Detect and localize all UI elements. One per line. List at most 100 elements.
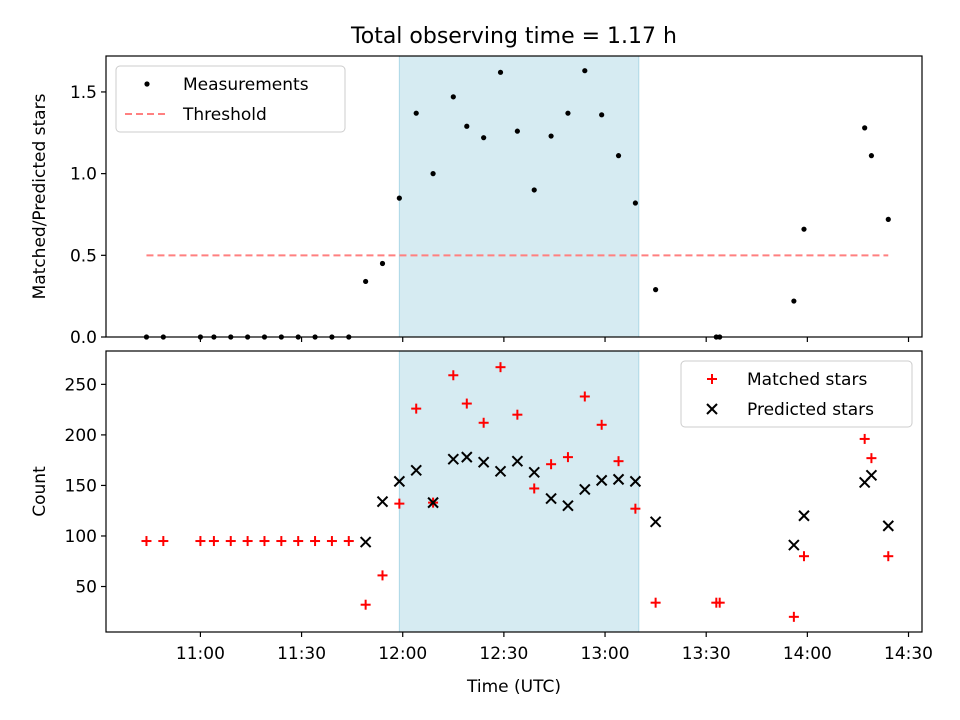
y-tick-label: 0.5 <box>70 246 97 266</box>
measurement-point <box>868 153 875 159</box>
predicted-star-marker <box>545 492 557 505</box>
marker-stroke <box>427 496 439 509</box>
matched-star-marker <box>225 536 236 547</box>
matched-star-marker <box>579 391 590 402</box>
x-tick-label: 12:00 <box>378 644 427 664</box>
predicted-star-marker <box>579 483 591 496</box>
matched-star-marker <box>343 536 354 547</box>
marker-stroke <box>545 492 557 505</box>
matched-star-marker <box>242 536 253 547</box>
measurement-point <box>363 278 369 285</box>
measurement-point <box>379 260 386 267</box>
predicted-star-marker <box>494 465 507 477</box>
predicted-star-marker <box>511 455 524 467</box>
predicted-star-marker <box>447 453 460 465</box>
marker-stroke <box>562 499 574 512</box>
observing-span-shade <box>398 350 640 633</box>
legend-measurement-handle <box>144 81 150 87</box>
predicted-star-marker <box>477 456 490 468</box>
measurement-point <box>791 298 797 304</box>
x-tick-label: 11:30 <box>277 644 326 664</box>
matched-star-marker <box>310 536 321 547</box>
measurement-point <box>413 110 419 116</box>
measurement-point <box>450 94 456 100</box>
ratio-panel: 0.0 0.5 1.0 1.5 Matched/Predicted stars Measu… <box>30 55 923 348</box>
matched-star-marker <box>293 536 304 547</box>
matched-star-marker <box>158 536 169 547</box>
marker-stroke <box>511 455 524 467</box>
predicted-star-marker <box>595 474 608 487</box>
marker-stroke <box>649 516 662 528</box>
measurement-point <box>599 112 605 118</box>
predicted-star-marker <box>461 451 473 463</box>
measurement-point <box>481 135 487 141</box>
matched-star-marker <box>562 452 573 463</box>
matched-star-marker <box>495 362 506 373</box>
marker-stroke <box>376 495 389 508</box>
matched-star-marker <box>394 498 405 509</box>
marker-stroke <box>706 403 718 415</box>
x-tick-label: 11:00 <box>176 644 225 664</box>
measurement-point <box>514 128 520 134</box>
axes-frame <box>105 350 923 633</box>
matched-star-marker <box>326 536 337 547</box>
matched-star-marker <box>276 536 287 547</box>
y-tick-label: 100 <box>65 527 97 547</box>
marker-stroke <box>359 536 372 548</box>
predicted-star-marker <box>410 464 422 476</box>
predicted-star-marker <box>865 469 878 482</box>
measurement-point <box>653 287 659 293</box>
matched-star-marker <box>461 398 472 409</box>
legend-label: Measurements <box>183 75 309 95</box>
predicted-star-marker <box>393 475 406 488</box>
observing-span-shade <box>398 55 640 338</box>
measurement-point <box>582 68 588 74</box>
measurement-point <box>430 171 436 177</box>
matched-star-marker <box>630 503 641 514</box>
marker-stroke <box>461 451 473 463</box>
legend-predicted-handle <box>706 403 718 415</box>
legend-label: Threshold <box>182 105 267 125</box>
matched-star-marker <box>360 599 371 610</box>
marker-stroke <box>595 474 608 487</box>
matched-star-marker <box>866 453 877 464</box>
matched-star-marker <box>788 611 799 622</box>
measurement-point <box>862 125 868 131</box>
y-tick-label: 150 <box>65 476 97 496</box>
measurement-point <box>885 216 891 222</box>
matched-star-marker <box>714 597 725 608</box>
predicted-star-marker <box>359 536 372 548</box>
predicted-star-marker <box>629 475 642 488</box>
x-tick-label: 14:30 <box>884 644 933 664</box>
matched-star-marker <box>859 433 870 444</box>
predicted-star-marker <box>376 495 389 508</box>
x-axis-label: Time (UTC) <box>466 677 561 697</box>
measurement-point <box>565 110 571 116</box>
predicted-star-marker <box>882 520 894 532</box>
predicted-star-marker <box>427 496 439 509</box>
predicted-star-marker <box>562 499 574 512</box>
y-tick-label: 200 <box>65 426 97 446</box>
legend-label: Predicted stars <box>747 400 874 420</box>
marker-stroke <box>629 475 642 488</box>
measurement-point <box>632 200 638 206</box>
measurement-point <box>464 123 470 129</box>
marker-stroke <box>612 473 625 486</box>
predicted-star-marker <box>788 539 800 551</box>
measurement-point <box>531 187 537 193</box>
matched-star-marker <box>377 570 388 581</box>
predicted-star-marker <box>798 510 810 522</box>
marker-stroke <box>393 475 406 488</box>
figure-title: Total observing time = 1.17 h <box>350 24 677 49</box>
legend-box <box>115 65 346 133</box>
marker-stroke <box>865 469 878 482</box>
matched-star-marker <box>478 417 489 428</box>
matched-star-marker <box>512 409 523 420</box>
y-tick-label: 0.0 <box>70 328 97 348</box>
y-tick-label: 50 <box>75 578 97 598</box>
matched-star-marker <box>650 597 661 608</box>
matched-star-marker <box>798 551 809 562</box>
predicted-star-marker <box>528 466 540 479</box>
x-tick-label: 13:00 <box>581 644 630 664</box>
